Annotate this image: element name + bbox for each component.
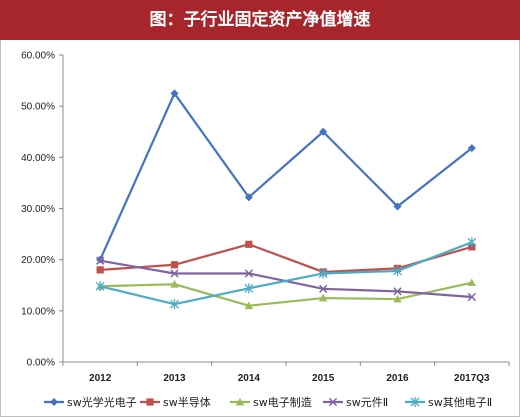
data-point (170, 280, 179, 288)
legend-label: sw半导体 (163, 395, 211, 409)
legend-item: sw元件Ⅱ (323, 396, 388, 409)
data-point (393, 202, 402, 211)
data-point-stroke (319, 284, 328, 293)
data-point (96, 266, 104, 274)
series-3 (95, 278, 477, 310)
data-point (244, 283, 254, 294)
axes: 0.00% 10.00% 20.00% 30.00% 40.00% 50.00% 60.00… (21, 51, 510, 384)
legend-label: sw其他电子Ⅱ (428, 396, 492, 409)
data-point (245, 240, 253, 248)
y-tick-label: 40.00% (21, 153, 55, 164)
legend-item: sw光学光电子 (44, 395, 137, 409)
data-point-stroke (467, 292, 476, 302)
legend-item: sw电子制造 (230, 395, 312, 409)
data-point (319, 127, 328, 136)
legend-label: sw光学光电子 (67, 395, 137, 409)
y-tick-label: 20.00% (21, 255, 55, 266)
y-tick-label: 10.00% (21, 306, 55, 317)
data-point (319, 284, 328, 293)
data-point-stroke (170, 269, 179, 278)
x-tick-label: 2015 (312, 373, 335, 384)
series-1 (96, 89, 476, 264)
y-tick-label: 50.00% (21, 102, 55, 113)
legend-label: sw电子制造 (253, 395, 312, 409)
series-line (99, 92, 473, 261)
data-point (467, 144, 476, 153)
legend-swatch-marker (235, 397, 245, 406)
data-point (96, 256, 105, 265)
legend: sw光学光电子 sw半导体 sw电子制造 sw元件Ⅱ sw其他电子Ⅱ (44, 395, 492, 409)
data-point (393, 294, 402, 303)
data-point-stroke (393, 287, 402, 296)
data-point (467, 237, 477, 248)
legend-item: sw其他电子Ⅱ (405, 396, 492, 409)
data-point-stroke (244, 269, 253, 278)
y-tick-label: 60.00% (21, 51, 55, 62)
series-layer (95, 89, 477, 310)
data-point (244, 301, 254, 310)
legend-item: sw半导体 (140, 395, 211, 409)
data-point (467, 278, 477, 287)
data-point (467, 292, 476, 302)
data-point-stroke (96, 256, 105, 265)
x-tick-label: 2017Q3 (454, 373, 490, 384)
legend-label: sw元件Ⅱ (346, 396, 388, 409)
legend-swatch-marker (410, 397, 420, 407)
series-line (100, 281, 473, 307)
x-tick-label: 2016 (386, 373, 409, 384)
data-point (95, 281, 105, 292)
series-5 (95, 237, 477, 310)
legend-swatch-marker (328, 397, 338, 407)
legend-swatch-marker (146, 398, 154, 406)
data-point (244, 269, 253, 278)
data-point (318, 293, 328, 302)
legend-swatch-marker (50, 398, 58, 406)
data-point (393, 287, 402, 296)
y-tick-label: 0.00% (27, 358, 55, 369)
legend-swatch-marker-stroke (328, 397, 338, 407)
data-point (244, 193, 253, 202)
series-line (100, 243, 473, 274)
x-tick-label: 2014 (238, 373, 261, 384)
series-line (99, 241, 473, 306)
data-point (393, 265, 402, 276)
data-point (170, 261, 179, 269)
x-tick-label: 2013 (163, 373, 186, 384)
x-tick-label: 2012 (89, 373, 112, 384)
data-point (170, 269, 179, 278)
y-tick-label: 30.00% (21, 204, 55, 215)
data-point (170, 299, 179, 310)
title-bar: 图：子行业固定资产净值增速 (0, 0, 520, 40)
data-point (318, 268, 328, 279)
chart-title: 图：子行业固定资产净值增速 (149, 10, 371, 30)
data-point (170, 89, 179, 98)
